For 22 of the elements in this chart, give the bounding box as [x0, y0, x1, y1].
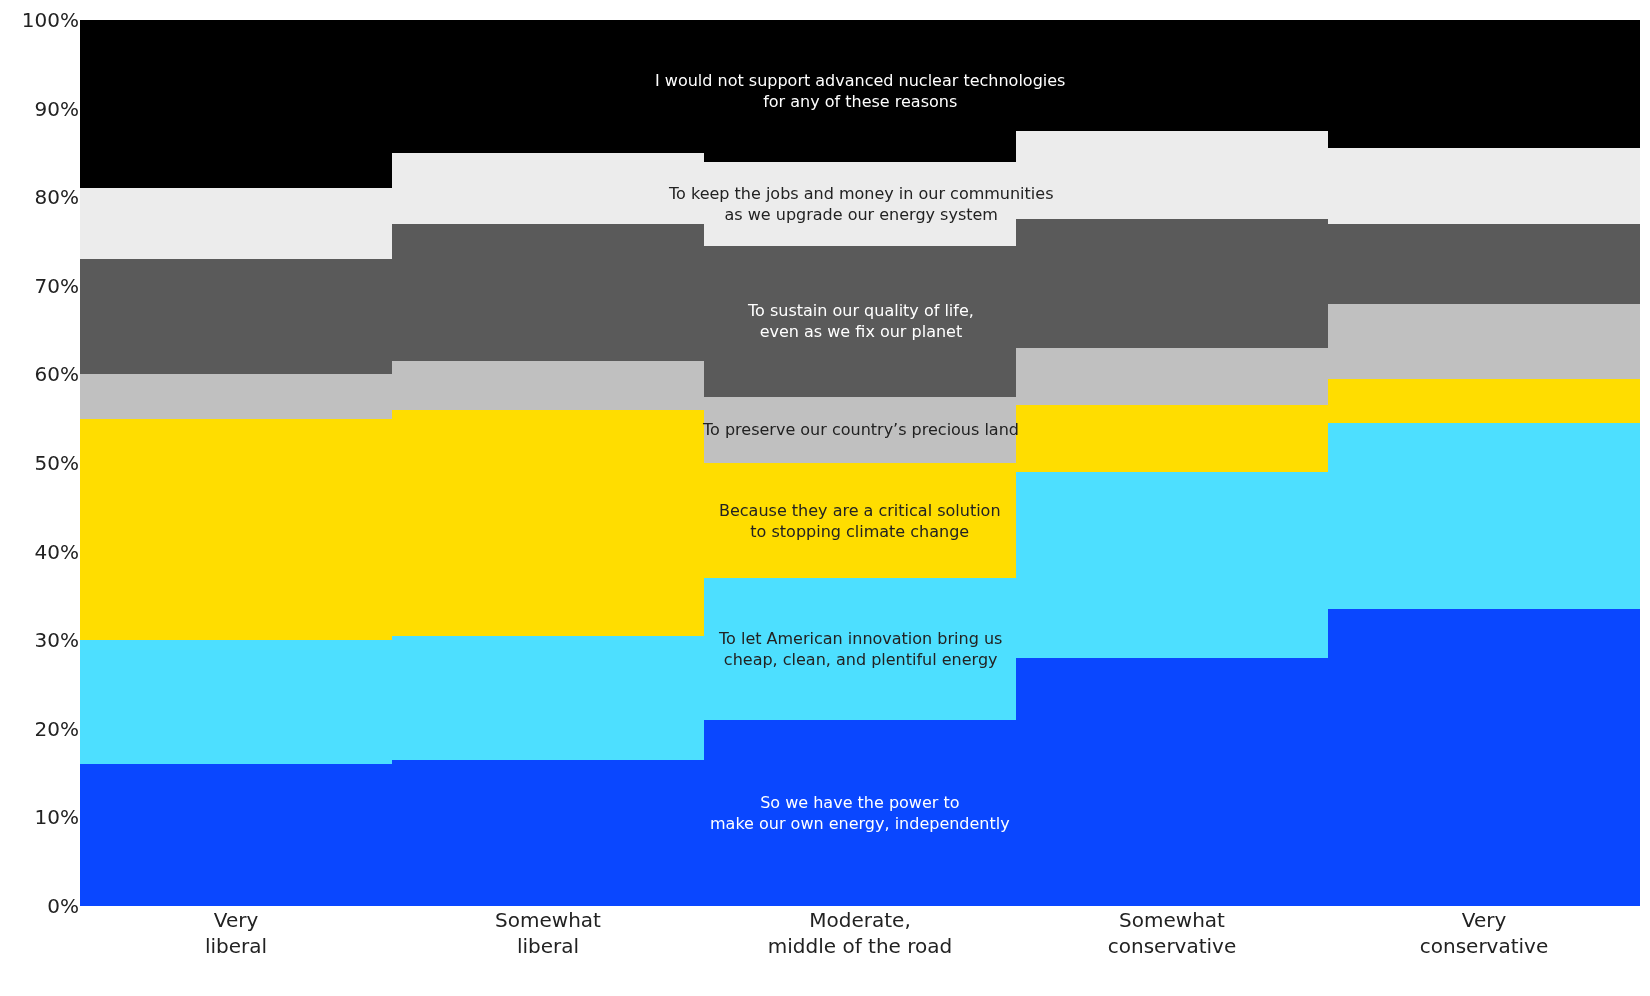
- x-tick-label: Very liberal: [204, 908, 268, 958]
- y-tick-label: 20%: [34, 716, 79, 741]
- y-tick-label: 70%: [34, 273, 79, 298]
- y-tick-label: 50%: [34, 451, 79, 475]
- series-label: To sustain our quality of life, even as we fix our planet: [747, 301, 974, 341]
- x-tick-label: Somewhat conservative: [1107, 908, 1237, 958]
- y-tick-label: 80%: [34, 185, 79, 210]
- y-tick-label: 10%: [34, 805, 79, 830]
- y-tick-label: 0%: [47, 894, 79, 918]
- y-tick-label: 40%: [34, 539, 79, 564]
- x-tick-label: Moderate, middle of the road: [767, 908, 953, 958]
- series-label: To let American innovation bring us cheap, clean, and plentiful energy: [718, 629, 1003, 669]
- y-tick-label: 90%: [34, 96, 79, 121]
- series-label: To keep the jobs and money in our communities as we upgrade our energy system: [668, 184, 1054, 224]
- series-label: So we have the power to make our own energy, independently: [710, 793, 1010, 833]
- series-label: I would not support advanced nuclear technologies for any of these reasons: [655, 71, 1066, 111]
- x-tick-label: Somewhat liberal: [495, 908, 602, 958]
- x-tick-label: Very conservative: [1419, 908, 1549, 958]
- y-tick-label: 30%: [34, 628, 79, 653]
- y-tick-label: 100%: [21, 8, 79, 32]
- series-label: Because they are a critical solution to stopping climate change: [719, 501, 1001, 541]
- y-tick-label: 60%: [34, 362, 79, 387]
